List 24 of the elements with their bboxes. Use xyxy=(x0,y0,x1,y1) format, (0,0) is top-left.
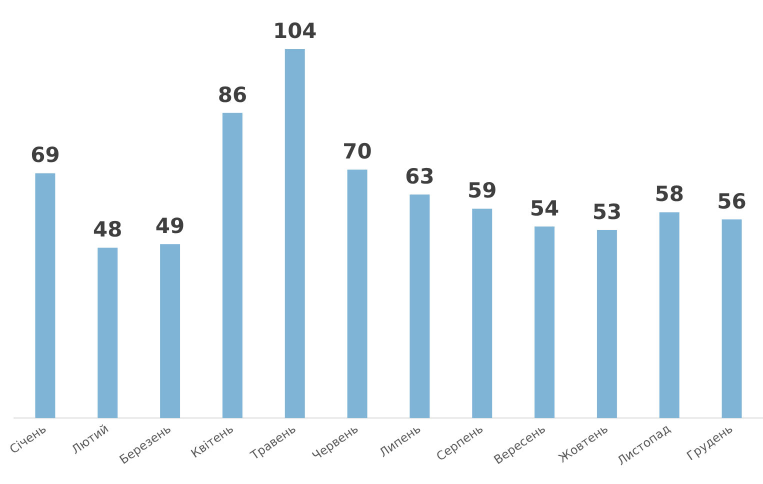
data-label: 63 xyxy=(405,164,434,188)
data-label: 86 xyxy=(218,82,248,107)
data-label: 49 xyxy=(155,214,185,238)
bar xyxy=(222,112,242,418)
bar xyxy=(722,219,742,418)
bar xyxy=(534,226,555,418)
bar xyxy=(410,194,430,418)
data-label: 59 xyxy=(468,178,497,203)
bar xyxy=(659,212,680,418)
bar xyxy=(347,170,368,418)
bar xyxy=(35,173,56,418)
data-label: 54 xyxy=(530,196,560,220)
data-label: 56 xyxy=(717,189,746,214)
data-label: 53 xyxy=(592,200,622,224)
bar xyxy=(596,230,617,418)
data-label: 48 xyxy=(93,218,122,242)
data-label: 104 xyxy=(272,19,317,43)
bar xyxy=(472,208,492,418)
bar xyxy=(160,244,180,418)
bar xyxy=(98,248,118,418)
data-label: 58 xyxy=(654,182,684,206)
data-label: 70 xyxy=(342,140,372,164)
bar xyxy=(284,49,305,418)
data-label: 69 xyxy=(30,143,60,168)
